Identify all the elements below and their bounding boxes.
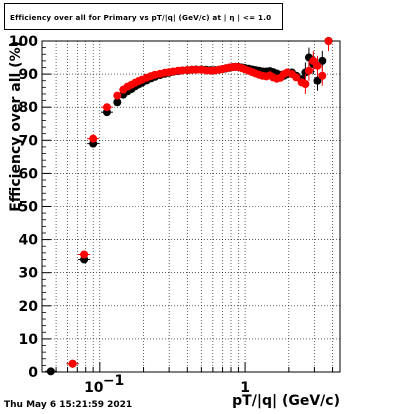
- red-data-point: [301, 80, 310, 89]
- black-data-point: [313, 76, 322, 85]
- y-tick-label: 0: [28, 365, 38, 381]
- chart-title: Efficiency over all for Primary vs pT/|q…: [10, 13, 272, 22]
- y-tick-label: 70: [19, 133, 39, 149]
- x-tick-label: 1: [240, 380, 250, 396]
- y-tick-label: 40: [19, 233, 39, 249]
- red-data-point: [324, 37, 333, 45]
- y-tick-label: 100: [9, 34, 38, 50]
- red-data-point: [89, 134, 98, 143]
- x-axis-title: pT/|q| (GeV/c): [232, 393, 340, 409]
- red-data-point: [304, 66, 313, 75]
- black-data-point: [318, 56, 327, 65]
- red-data-point: [313, 61, 322, 70]
- red-data-point: [318, 71, 327, 80]
- red-data-point: [102, 103, 111, 112]
- y-tick-label: 90: [19, 67, 39, 83]
- x-tick-label-exponent: −1: [103, 373, 124, 389]
- red-data-point: [113, 91, 122, 100]
- y-tick-label: 20: [19, 299, 39, 315]
- black-data-point: [113, 98, 122, 107]
- y-axis-title: Efficiency over all (%): [8, 41, 24, 212]
- chart-title-box: Efficiency over all for Primary vs pT/|q…: [4, 3, 283, 30]
- y-tick-label: 50: [19, 200, 39, 216]
- plot-frame: [41, 40, 341, 373]
- y-tick-label: 30: [19, 266, 39, 282]
- y-tick-label: 10: [19, 332, 39, 348]
- red-data-point: [68, 359, 77, 368]
- red-data-point: [80, 250, 89, 259]
- timestamp-footer: Thu May 6 15:21:59 2021: [4, 400, 133, 410]
- y-tick-label: 60: [19, 166, 39, 182]
- y-tick-label: 80: [19, 100, 39, 116]
- black-data-point: [46, 367, 55, 376]
- x-tick-label: 10: [84, 380, 104, 396]
- red-data-point: [292, 73, 301, 82]
